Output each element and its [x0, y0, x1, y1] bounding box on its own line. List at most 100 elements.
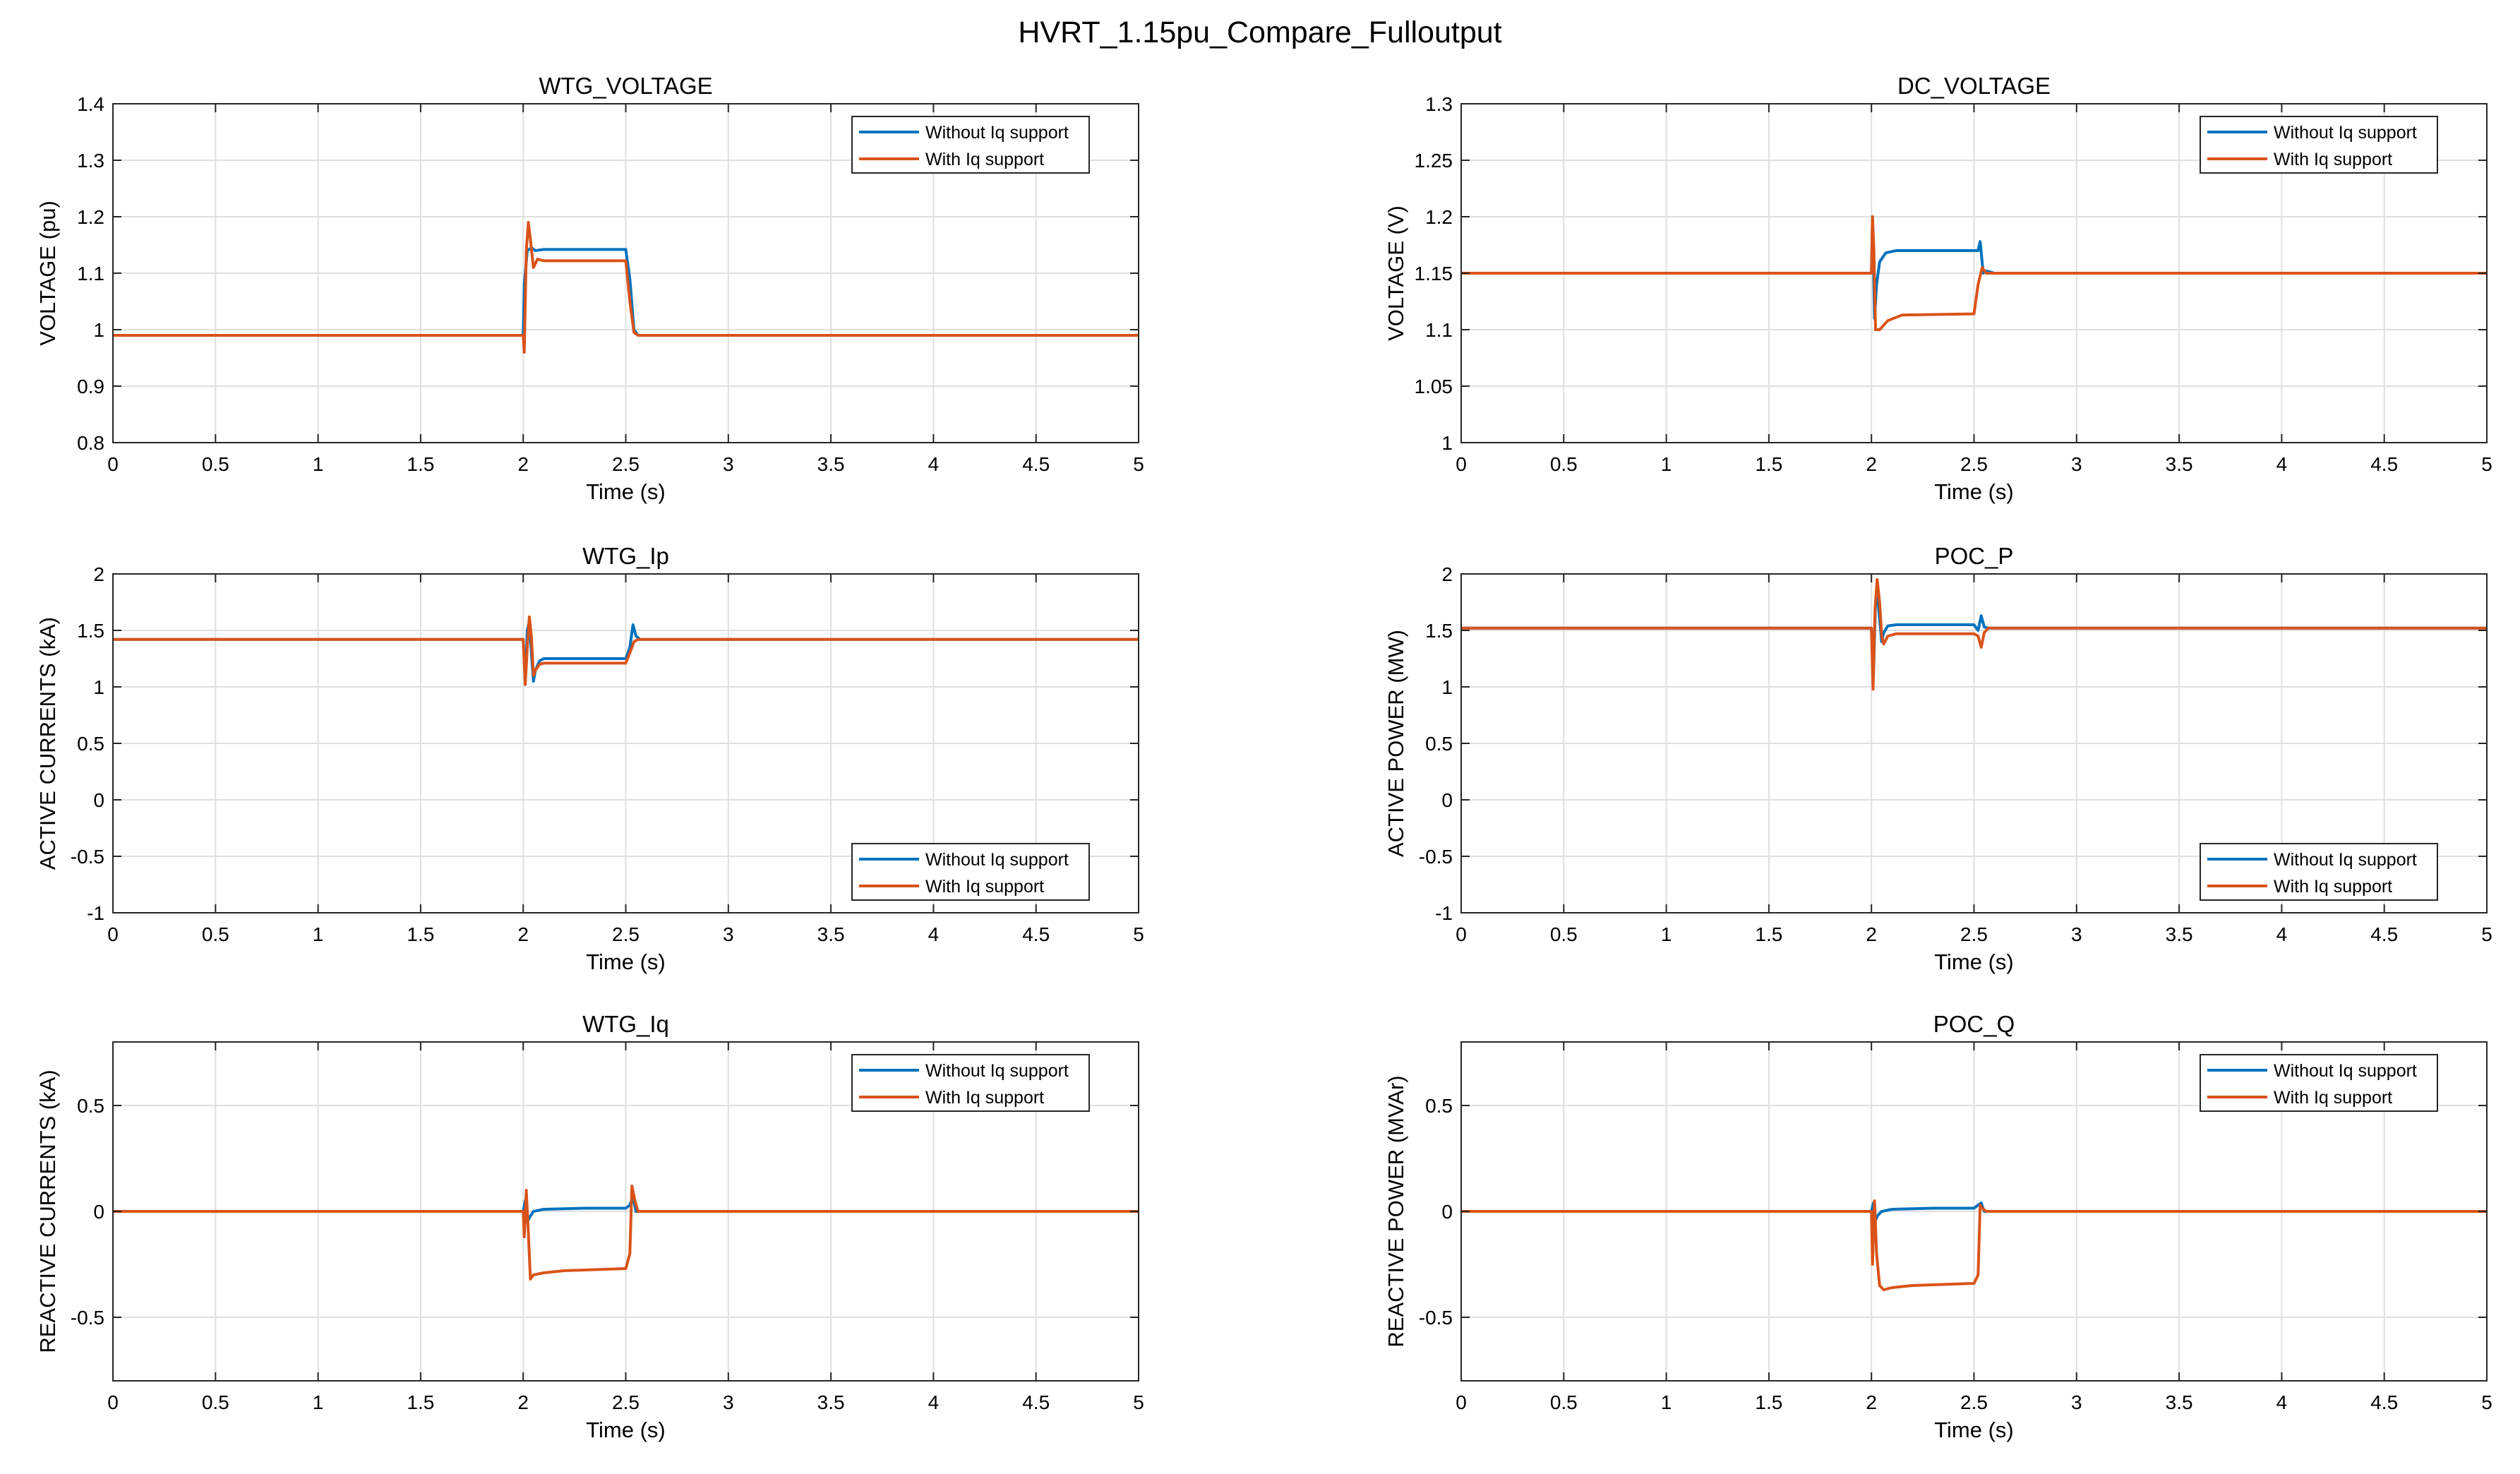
x-tick-label: 4	[928, 453, 940, 475]
legend-label: With Iq support	[2274, 1088, 2392, 1108]
x-axis-label: Time (s)	[1934, 1418, 2014, 1442]
legend-box	[851, 116, 1090, 174]
legend: Without Iq support With Iq support	[2200, 116, 2438, 174]
x-tick-label: 2.5	[1960, 1391, 1988, 1413]
y-tick-label: 1	[93, 676, 104, 698]
x-tick-label: 4.5	[1022, 923, 1050, 945]
y-tick-label: -0.5	[71, 1307, 104, 1329]
x-tick-label: 4.5	[2370, 453, 2398, 475]
x-tick-label: 4.5	[2370, 923, 2398, 945]
x-tick-label: 1.5	[1755, 453, 1782, 475]
series-line-with-iq	[1461, 1199, 2487, 1291]
x-tick-label: 1.5	[407, 923, 434, 945]
x-axis-label: Time (s)	[1934, 479, 2014, 504]
x-tick-label: 2	[517, 1391, 529, 1413]
y-tick-label: 1.2	[1425, 206, 1453, 228]
x-tick-label: 0.5	[1550, 453, 1578, 475]
x-tick-label: 3.5	[817, 453, 845, 475]
x-tick-label: 2.5	[612, 923, 640, 945]
y-tick-label: 1.5	[1425, 620, 1453, 642]
x-tick-label: 1	[313, 1391, 324, 1413]
x-tick-label: 0	[107, 923, 119, 945]
x-tick-label: 2.5	[1960, 923, 1988, 945]
x-tick-label: 3	[723, 1391, 734, 1413]
y-tick-label: 1.15	[1415, 263, 1453, 284]
x-tick-label: 1	[313, 923, 324, 945]
y-axis-label: REACTIVE CURRENTS (kA)	[35, 1069, 60, 1353]
x-tick-label: 2.5	[612, 1391, 640, 1413]
y-tick-label: 0	[93, 789, 104, 811]
series-line-with-iq	[113, 1185, 1139, 1281]
chart-2: 0 0.5 1 1.5 2 2.5 3 3.5 4 4.5 5 -1 -0.5 0 0.5 1 1.5 2 WTG_…	[35, 543, 1144, 974]
x-tick-label: 2	[1866, 923, 1877, 945]
legend-label: With Iq support	[925, 1088, 1044, 1108]
y-tick-label: 0	[1441, 1201, 1453, 1223]
y-tick-label: -0.5	[1419, 846, 1453, 868]
x-tick-label: 4	[928, 923, 940, 945]
x-axis-label: Time (s)	[586, 1418, 666, 1442]
y-tick-label: 1.3	[1425, 93, 1453, 115]
chart-title: DC_VOLTAGE	[1897, 73, 2051, 99]
y-axis-label: VOLTAGE (pu)	[35, 200, 60, 346]
chart-4: 0 0.5 1 1.5 2 2.5 3 3.5 4 4.5 5 -0.5 0 0.5 WTG_Iq Time …	[35, 1011, 1144, 1442]
y-tick-label: -1	[87, 902, 104, 924]
x-tick-label: 5	[2481, 923, 2492, 945]
x-tick-label: 0	[107, 1391, 119, 1413]
x-tick-label: 0	[1456, 1391, 1467, 1413]
y-tick-label: 0	[1441, 789, 1453, 811]
legend-box	[2200, 843, 2438, 901]
legend-label: With Iq support	[925, 150, 1044, 169]
legend: Without Iq support With Iq support	[851, 116, 1090, 174]
x-tick-label: 3.5	[2166, 453, 2193, 475]
x-tick-label: 1.5	[1755, 1391, 1782, 1413]
x-tick-label: 0.5	[202, 453, 229, 475]
figure-title: HVRT_1.15pu_Compare_Fulloutput	[1018, 16, 1502, 49]
x-tick-label: 1	[313, 453, 324, 475]
y-tick-label: 0.5	[1425, 733, 1453, 755]
y-tick-label: 2	[1441, 563, 1453, 585]
x-tick-label: 2	[1866, 453, 1877, 475]
legend-label: With Iq support	[925, 877, 1044, 897]
legend-box	[2200, 1054, 2438, 1112]
legend-box	[851, 1054, 1090, 1112]
x-tick-label: 3	[2071, 453, 2082, 475]
x-tick-label: 4.5	[2370, 1391, 2398, 1413]
legend-label: Without Iq support	[2274, 123, 2417, 143]
y-tick-label: 1.1	[1425, 319, 1453, 341]
x-tick-label: 2	[517, 923, 529, 945]
x-tick-label: 1	[1661, 453, 1672, 475]
x-tick-label: 1.5	[1755, 923, 1782, 945]
x-axis-label: Time (s)	[586, 949, 666, 974]
y-axis-label: ACTIVE POWER (MW)	[1384, 630, 1408, 857]
x-tick-label: 3	[2071, 1391, 2082, 1413]
legend: Without Iq support With Iq support	[2200, 843, 2438, 901]
legend-label: Without Iq support	[925, 850, 1069, 870]
legend: Without Iq support With Iq support	[2200, 1054, 2438, 1112]
chart-title: POC_P	[1935, 543, 2014, 569]
x-tick-label: 3	[723, 453, 734, 475]
chart-title: POC_Q	[1933, 1011, 2015, 1037]
y-tick-label: 1.3	[77, 150, 104, 172]
chart-5: 0 0.5 1 1.5 2 2.5 3 3.5 4 4.5 5 -0.5 0 0.5 POC_Q Time (…	[1384, 1011, 2492, 1442]
y-tick-label: 1	[1441, 676, 1453, 698]
y-axis-label: VOLTAGE (V)	[1384, 205, 1408, 341]
x-tick-label: 4	[2276, 1391, 2288, 1413]
x-tick-label: 2	[1866, 1391, 1877, 1413]
y-tick-label: 1.1	[77, 263, 104, 284]
y-tick-label: -0.5	[1419, 1307, 1453, 1329]
x-tick-label: 3.5	[817, 1391, 845, 1413]
y-tick-label: 1.2	[77, 206, 104, 228]
legend-label: Without Iq support	[2274, 1061, 2417, 1081]
x-tick-label: 5	[2481, 1391, 2492, 1413]
x-tick-label: 5	[1133, 1391, 1144, 1413]
legend: Without Iq support With Iq support	[851, 1054, 1090, 1112]
y-tick-label: 1	[93, 319, 104, 341]
chart-title: WTG_Ip	[582, 543, 669, 569]
chart-title: WTG_Iq	[582, 1011, 669, 1037]
x-tick-label: 1.5	[407, 1391, 434, 1413]
x-tick-label: 0	[1456, 923, 1467, 945]
x-tick-label: 4.5	[1022, 1391, 1050, 1413]
legend-label: Without Iq support	[925, 123, 1069, 143]
